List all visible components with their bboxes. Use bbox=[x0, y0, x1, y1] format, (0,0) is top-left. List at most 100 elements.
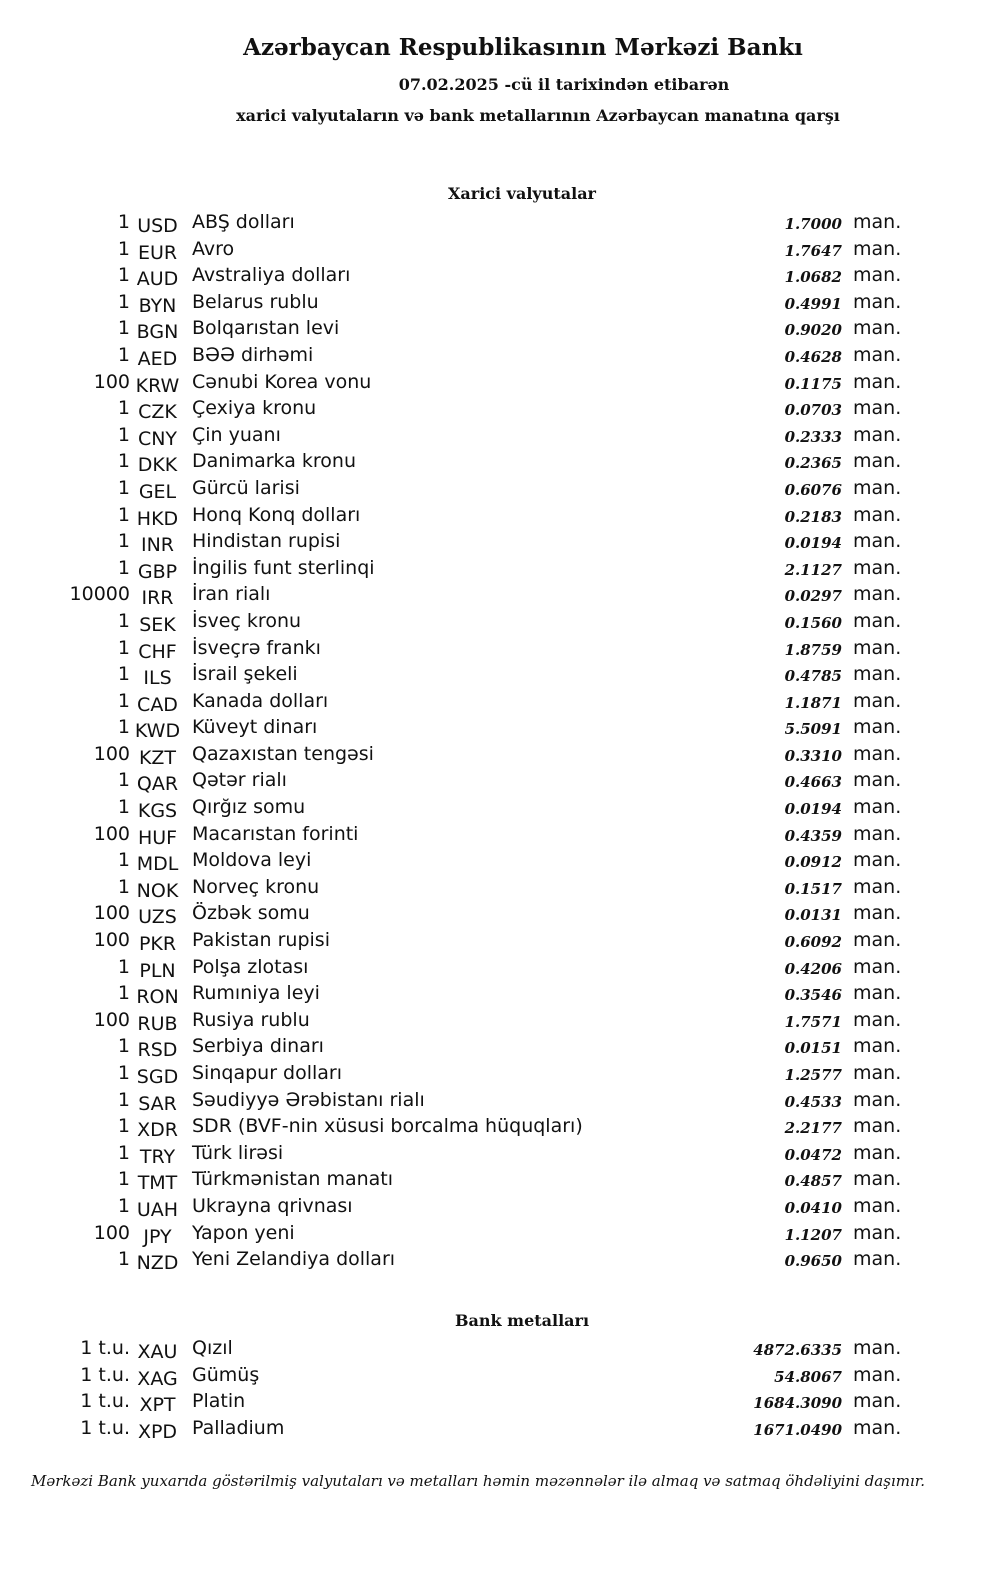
amount-cell: 1 bbox=[117, 343, 130, 366]
rate-cell: 0.0472 bbox=[784, 1145, 842, 1164]
code-cell: XPT bbox=[139, 1394, 176, 1417]
currency-row: 1 NZD Yeni Zelandiya dolları 0.9650 man. bbox=[0, 1248, 1002, 1275]
currency-row: 10000 IRR İran rialı 0.0297 man. bbox=[0, 583, 1002, 610]
amount-cell: 100 bbox=[93, 1008, 130, 1031]
name-cell: Norveç kronu bbox=[192, 875, 320, 898]
rate-cell: 0.3310 bbox=[784, 746, 842, 765]
amount-cell: 1 bbox=[117, 716, 130, 739]
unit-cell: man. bbox=[853, 636, 902, 659]
currency-row: 1 TMT Türkmənistan manatı 0.4857 man. bbox=[0, 1168, 1002, 1195]
code-cell: NOK bbox=[136, 879, 179, 902]
unit-cell: man. bbox=[853, 397, 902, 420]
name-cell: İsrail şekeli bbox=[192, 663, 298, 686]
currency-row: 100 HUF Macarıstan forinti 0.4359 man. bbox=[0, 823, 1002, 850]
rate-cell: 0.0194 bbox=[784, 800, 842, 819]
unit-cell: man. bbox=[853, 902, 902, 925]
name-cell: Danimarka kronu bbox=[192, 450, 357, 473]
amount-cell: 1 bbox=[117, 290, 130, 313]
amount-cell: 1 bbox=[117, 955, 130, 978]
rate-cell: 0.2183 bbox=[784, 507, 842, 526]
rate-cell: 1684.3090 bbox=[753, 1394, 842, 1413]
name-cell: İran rialı bbox=[192, 583, 271, 606]
code-cell: RUB bbox=[137, 1012, 178, 1035]
name-cell: İngilis funt sterlinqi bbox=[192, 556, 375, 579]
amount-cell: 1 bbox=[117, 609, 130, 632]
rate-cell: 0.0703 bbox=[784, 401, 842, 420]
currency-row: 1 KGS Qırğız somu 0.0194 man. bbox=[0, 796, 1002, 823]
code-cell: USD bbox=[137, 215, 178, 237]
unit-cell: man. bbox=[853, 982, 902, 1005]
unit-cell: man. bbox=[853, 237, 902, 260]
amount-cell: 1 bbox=[117, 503, 130, 526]
code-cell: KGS bbox=[137, 800, 178, 823]
rate-cell: 0.4359 bbox=[784, 826, 842, 845]
unit-cell: man. bbox=[853, 955, 902, 978]
currency-row: 100 KRW Cənubi Korea vonu 0.1175 man. bbox=[0, 371, 1002, 398]
currency-row: 1 CZK Çexiya kronu 0.0703 man. bbox=[0, 397, 1002, 424]
currency-row: 1 RON Rumıniya leyi 0.3546 man. bbox=[0, 982, 1002, 1009]
rate-cell: 0.0410 bbox=[784, 1198, 842, 1217]
rate-cell: 0.4857 bbox=[784, 1172, 842, 1191]
rate-cell: 1.1871 bbox=[784, 693, 842, 712]
name-cell: Sinqapur dolları bbox=[192, 1062, 343, 1084]
code-cell: MDL bbox=[136, 853, 179, 876]
code-cell: JPY bbox=[143, 1225, 172, 1248]
name-cell: Hindistan rupisi bbox=[192, 530, 341, 553]
unit-cell: man. bbox=[853, 1035, 902, 1058]
unit-cell: man. bbox=[853, 1363, 902, 1386]
rate-cell: 0.4663 bbox=[784, 773, 842, 792]
name-cell: Cənubi Korea vonu bbox=[192, 370, 372, 393]
rate-cell: 0.0151 bbox=[784, 1039, 842, 1058]
unit-cell: man. bbox=[853, 822, 902, 845]
code-cell: ILS bbox=[143, 667, 172, 690]
unit-cell: man. bbox=[853, 1168, 902, 1191]
amount-cell: 1 bbox=[117, 211, 130, 233]
rate-cell: 0.4991 bbox=[784, 294, 842, 313]
rate-cell: 54.8067 bbox=[774, 1367, 842, 1386]
name-cell: Macarıstan forinti bbox=[192, 822, 359, 845]
unit-cell: man. bbox=[853, 1141, 902, 1164]
unit-cell: man. bbox=[853, 343, 902, 366]
currency-row: 1 BGN Bolqarıstan levi 0.9020 man. bbox=[0, 317, 1002, 344]
amount-cell: 1 t.u. bbox=[80, 1390, 130, 1413]
amount-cell: 1 bbox=[117, 1141, 130, 1164]
unit-cell: man. bbox=[853, 423, 902, 446]
rate-cell: 5.5091 bbox=[784, 720, 842, 739]
code-cell: RSD bbox=[137, 1039, 178, 1062]
amount-cell: 1 bbox=[117, 264, 130, 287]
name-cell: Moldova leyi bbox=[192, 849, 312, 872]
unit-cell: man. bbox=[853, 264, 902, 287]
code-cell: UZS bbox=[138, 906, 177, 929]
amount-cell: 100 bbox=[93, 822, 130, 845]
code-cell: KRW bbox=[135, 374, 180, 397]
unit-cell: man. bbox=[853, 211, 902, 233]
code-cell: GEL bbox=[138, 480, 177, 503]
amount-cell: 1 bbox=[117, 423, 130, 446]
currency-row: 1 EUR Avro 1.7647 man. bbox=[0, 238, 1002, 265]
rate-cell: 0.9020 bbox=[784, 321, 842, 340]
amount-cell: 1 bbox=[117, 769, 130, 792]
amount-cell: 1 bbox=[117, 636, 130, 659]
name-cell: Yapon yeni bbox=[192, 1221, 295, 1244]
rate-cell: 0.2333 bbox=[784, 427, 842, 446]
unit-cell: man. bbox=[853, 1008, 902, 1031]
unit-cell: man. bbox=[853, 1115, 902, 1138]
rate-cell: 1.7571 bbox=[784, 1012, 842, 1031]
amount-cell: 1 bbox=[117, 663, 130, 686]
name-cell: Ukrayna qrivnası bbox=[192, 1194, 353, 1217]
rate-cell: 1.8759 bbox=[784, 640, 842, 659]
currency-row: 1 SAR Səudiyyə Ərəbistanı rialı 0.4533 man. bbox=[0, 1089, 1002, 1116]
code-cell: XDR bbox=[137, 1119, 178, 1142]
currency-row: 1 GBP İngilis funt sterlinqi 2.1127 man. bbox=[0, 557, 1002, 584]
code-cell: XAU bbox=[137, 1341, 178, 1363]
code-cell: INR bbox=[140, 534, 175, 557]
code-cell: BYN bbox=[138, 294, 177, 317]
code-cell: KZT bbox=[138, 746, 177, 769]
amount-cell: 1 bbox=[117, 1035, 130, 1058]
code-cell: XAG bbox=[137, 1367, 178, 1390]
currency-table: 1 USD ABŞ dolları 1.7000 man. 1 EUR Avro 1.7647 m… bbox=[0, 211, 1002, 1275]
description: xarici valyutaların və bank metallarının… bbox=[236, 106, 840, 125]
name-cell: Platin bbox=[192, 1390, 246, 1413]
code-cell: NZD bbox=[136, 1252, 179, 1275]
code-cell: SEK bbox=[139, 613, 176, 636]
